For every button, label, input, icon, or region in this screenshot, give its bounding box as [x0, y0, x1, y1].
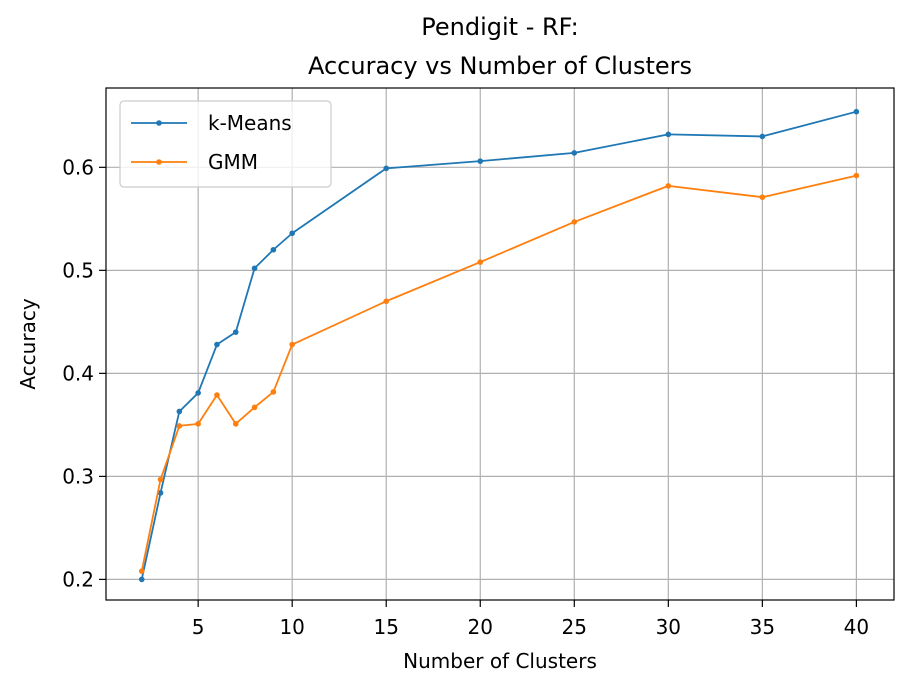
data-point-k-means [195, 390, 201, 396]
chart-title-line2: Accuracy vs Number of Clusters [308, 52, 692, 80]
series-layer [138, 108, 860, 583]
x-tick-label: 30 [656, 615, 681, 639]
data-point-gmm [289, 341, 295, 348]
data-point-gmm [157, 476, 164, 483]
data-point-gmm [214, 392, 220, 398]
x-tick-label: 5 [192, 615, 205, 639]
data-point-k-means [157, 490, 164, 496]
x-tick-label: 15 [373, 615, 398, 639]
x-tick-label: 35 [750, 615, 775, 639]
data-point-gmm [232, 421, 239, 427]
x-tick-label: 10 [279, 615, 304, 639]
data-point-k-means [477, 158, 484, 164]
legend-gmm-label: GMM [208, 150, 258, 174]
data-point-k-means [853, 108, 860, 115]
y-axis-label: Accuracy [16, 298, 40, 389]
data-point-k-means [289, 230, 295, 237]
data-point-gmm [138, 568, 145, 574]
data-point-gmm [383, 298, 390, 305]
series-k-means [138, 108, 860, 583]
data-point-gmm [251, 404, 258, 411]
data-point-gmm [571, 219, 578, 225]
x-tick-label: 20 [468, 615, 493, 639]
data-point-k-means [214, 341, 220, 348]
legend-kmeans-label: k-Means [208, 111, 292, 135]
data-point-gmm [176, 423, 183, 429]
series-gmm [138, 172, 860, 574]
plot-frame [105, 87, 895, 601]
legend: k-Means GMM [119, 100, 332, 188]
y-tick-label: 0.2 [62, 567, 94, 591]
y-tick-label: 0.6 [62, 155, 94, 179]
data-point-k-means [270, 246, 277, 253]
data-point-gmm [853, 172, 860, 179]
legend-kmeans-marker [156, 120, 162, 126]
y-tick-label: 0.5 [62, 258, 94, 282]
x-axis-label: Number of Clusters [403, 649, 597, 673]
data-point-k-means [138, 576, 145, 583]
chart-title-line1: Pendigit - RF: [421, 13, 578, 41]
data-point-k-means [176, 408, 183, 415]
x-tick-label: 40 [844, 615, 869, 639]
data-point-k-means [571, 150, 578, 156]
data-point-k-means [232, 329, 239, 335]
grid-lines [106, 88, 894, 600]
y-tick-label: 0.4 [62, 361, 94, 385]
y-tick-label: 0.3 [62, 464, 94, 488]
axis-ticks: 5 10 15 20 25 30 35 40 0.2 0.3 0.4 0.5 0.6 [62, 155, 869, 639]
data-point-gmm [477, 259, 484, 265]
x-tick-label: 25 [562, 615, 587, 639]
data-point-k-means [665, 131, 672, 138]
data-point-gmm [759, 194, 766, 200]
data-point-k-means [759, 133, 766, 140]
legend-gmm-marker [156, 159, 162, 165]
data-point-gmm [195, 421, 201, 427]
data-point-gmm [665, 183, 672, 189]
data-point-gmm [270, 389, 277, 395]
data-point-k-means [251, 265, 258, 272]
data-point-k-means [383, 165, 390, 172]
